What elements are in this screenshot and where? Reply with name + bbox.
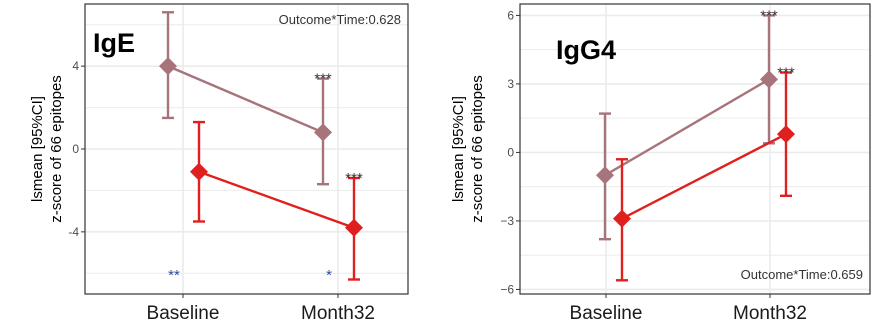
interaction-p-value: Outcome*Time:0.628 (279, 12, 401, 27)
series-line (604, 78, 770, 177)
series-line (621, 133, 787, 220)
significance-label: *** (345, 170, 363, 187)
panel-title: IgG4 (556, 35, 616, 65)
data-point (314, 123, 332, 142)
series-layer: *** *** (596, 7, 795, 282)
series-layer: ******** * (159, 11, 363, 284)
x-ticks: Baseline Month32 (147, 294, 375, 324)
y-tick-label: 0 (72, 142, 79, 156)
y-tick-label: 6 (507, 8, 514, 22)
y-axis-label-line1: lsmean [95%CI] (450, 96, 467, 202)
y-tick-label: 4 (72, 59, 79, 73)
ige-panel: ******** * IgE Outcome*Time:0.628 -404 Ba… (29, 3, 409, 324)
panel-title: IgE (93, 28, 135, 58)
y-ticks: -4 0 4 (68, 59, 85, 239)
grid (85, 4, 408, 294)
significance-label: *** (314, 71, 332, 88)
x-ticks: Baseline Month32 (570, 294, 807, 324)
x-tick-label: Month32 (733, 303, 807, 324)
data-point (596, 166, 614, 185)
y-tick-label: 3 (507, 77, 514, 91)
x-tick-label: Baseline (570, 303, 643, 324)
igg4-panel: *** *** IgG4 Outcome*Time:0.659 −6 −3 0 3 6 B… (450, 3, 871, 324)
data-point (760, 70, 778, 89)
data-point (777, 125, 795, 144)
y-tick-label: 0 (507, 145, 514, 159)
data-point (345, 218, 363, 237)
y-tick-label: -4 (68, 225, 79, 239)
significance-label: *** (760, 7, 778, 24)
data-point (159, 57, 177, 76)
panel-border (519, 3, 871, 295)
data-point (190, 162, 208, 181)
y-tick-label: −6 (500, 282, 514, 296)
interaction-p-value: Outcome*Time:0.659 (741, 267, 863, 282)
y-axis-label-line2: z-score of 66 epitopes (469, 75, 486, 223)
y-ticks: −6 −3 0 3 6 (500, 8, 520, 296)
series-line (198, 170, 355, 229)
significance-label: *** (777, 65, 795, 82)
between-group-significance: * (326, 267, 332, 284)
y-tick-label: −3 (500, 214, 514, 228)
data-point (613, 209, 631, 228)
x-tick-label: Baseline (147, 303, 220, 324)
y-axis-label-line2: z-score of 66 epitopes (48, 75, 65, 223)
series-line (167, 65, 324, 134)
panel-background (520, 4, 870, 294)
y-axis-label-line1: lsmean [95%CI] (29, 96, 46, 202)
x-tick-label: Month32 (301, 303, 375, 324)
between-group-significance: ** (168, 267, 180, 284)
grid (520, 4, 870, 294)
